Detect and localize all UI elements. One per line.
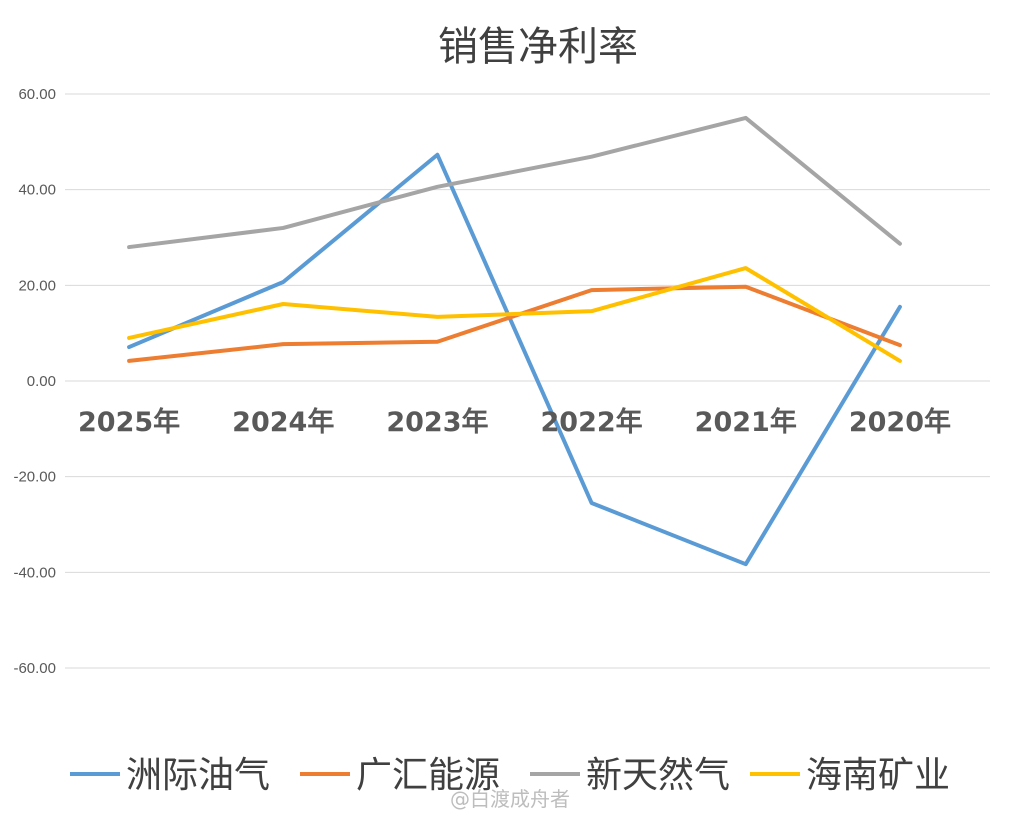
y-tick-label: 0.00 xyxy=(27,373,56,390)
y-tick-label: 60.00 xyxy=(18,86,56,103)
watermark: @白渡成舟者 xyxy=(450,787,570,811)
chart-title: 销售净利率 xyxy=(438,24,638,70)
y-tick-label: 20.00 xyxy=(18,277,56,294)
legend-label: 新天然气 xyxy=(586,755,730,796)
legend-item: 广汇能源 xyxy=(300,755,500,796)
y-tick-label: -60.00 xyxy=(13,660,56,677)
x-tick-label: 2023年 xyxy=(386,406,488,438)
legend-item: 海南矿业 xyxy=(750,755,950,796)
x-tick-label: 2025年 xyxy=(78,406,180,438)
x-tick-label: 2022年 xyxy=(541,406,643,438)
series-line-3 xyxy=(127,266,902,363)
legend-label: 广汇能源 xyxy=(356,755,500,796)
legend-item: 洲际油气 xyxy=(70,755,270,796)
series-line-0 xyxy=(127,152,902,567)
y-tick-label: -20.00 xyxy=(13,469,56,486)
series-line-2 xyxy=(127,115,902,250)
y-tick-label: 40.00 xyxy=(18,182,56,199)
y-tick-label: -40.00 xyxy=(13,564,56,581)
y-axis-ticks: 60.00 40.00 20.00 0.00 -20.00 -40.00 -60.00 xyxy=(13,86,56,677)
x-axis-ticks: 2025年 2024年 2023年 2022年 2021年 2020年 xyxy=(78,406,951,438)
gridlines xyxy=(65,93,990,669)
legend: 洲际油气 广汇能源 新天然气 海南矿业 xyxy=(70,755,950,796)
x-tick-label: 2020年 xyxy=(849,406,951,438)
series-lines xyxy=(127,115,902,567)
legend-label: 海南矿业 xyxy=(806,755,950,796)
x-tick-label: 2024年 xyxy=(232,406,334,438)
x-tick-label: 2021年 xyxy=(695,406,797,438)
legend-item: 新天然气 xyxy=(530,755,730,796)
legend-label: 洲际油气 xyxy=(126,755,270,796)
